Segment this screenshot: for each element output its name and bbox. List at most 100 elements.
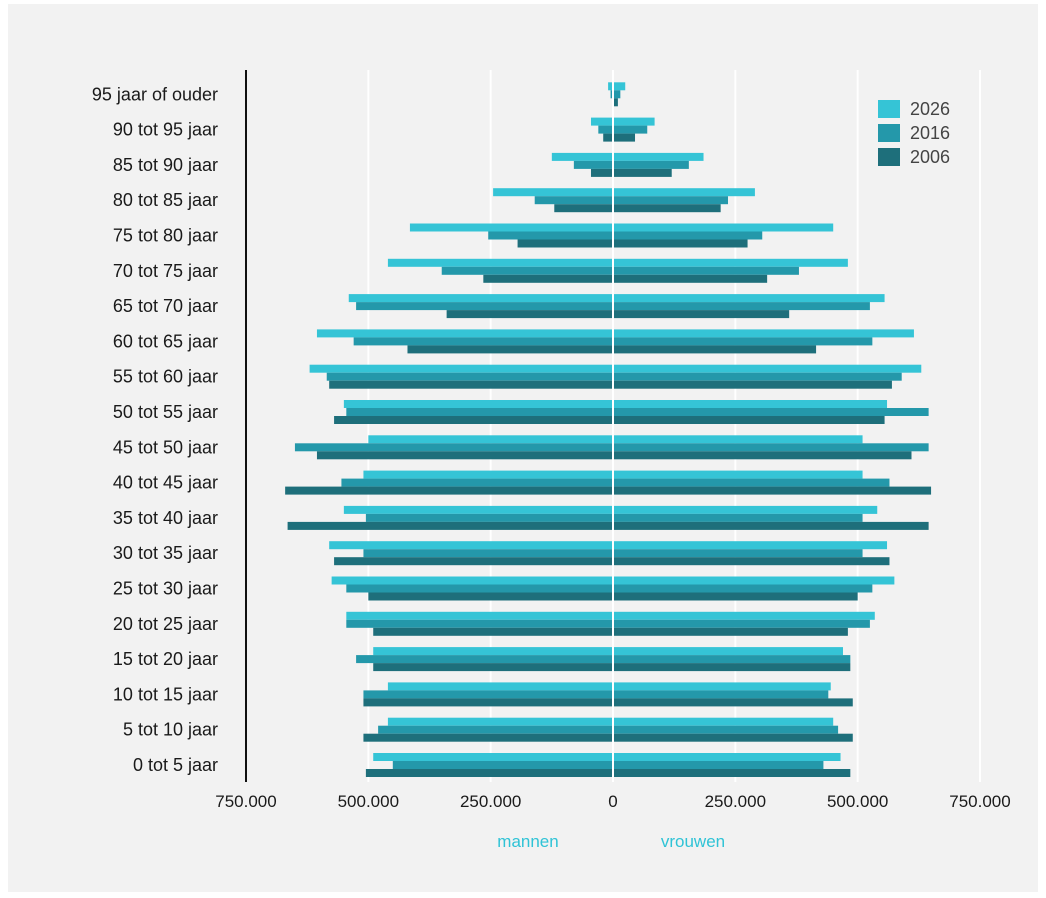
bar-vrouwen-2016 <box>614 478 890 487</box>
bar-mannen-2006 <box>590 168 612 177</box>
bar-vrouwen-2016 <box>614 372 902 381</box>
bar-vrouwen-2006 <box>614 769 851 777</box>
bar-mannen-2026 <box>346 611 612 620</box>
bar-vrouwen-2016 <box>614 90 621 99</box>
bars <box>285 82 932 777</box>
bar-vrouwen-2006 <box>614 310 790 319</box>
category-label: 80 tot 85 jaar <box>113 190 218 210</box>
bar-mannen-2016 <box>488 231 612 240</box>
category-labels: 0 tot 5 jaar 5 tot 10 jaar 10 tot 15 jaar 1… <box>92 84 218 775</box>
bar-mannen-2006 <box>373 627 612 636</box>
bar-vrouwen-2026 <box>614 329 914 338</box>
bar-mannen-2026 <box>373 647 612 656</box>
bar-mannen-2026 <box>387 717 612 726</box>
bar-mannen-2026 <box>493 188 612 197</box>
category-label: 85 tot 90 jaar <box>113 155 218 175</box>
category-label: 25 tot 30 jaar <box>113 579 218 599</box>
bar-vrouwen-2016 <box>614 408 929 416</box>
x-tick-labels: 750.000 500.000 250.000 0 250.000 500.000 750.… <box>215 792 1010 811</box>
bar-vrouwen-2006 <box>614 557 890 566</box>
bar-vrouwen-2016 <box>614 584 873 593</box>
bar-mannen-2006 <box>287 521 612 530</box>
bar-mannen-2016 <box>294 443 612 452</box>
bar-vrouwen-2026 <box>614 647 843 656</box>
category-label: 10 tot 15 jaar <box>113 684 218 704</box>
bar-mannen-2026 <box>387 682 612 691</box>
bar-vrouwen-2026 <box>614 117 655 126</box>
bar-mannen-2026 <box>331 576 612 585</box>
category-label: 30 tot 35 jaar <box>113 543 218 563</box>
x-tick-label: 500.000 <box>827 792 888 811</box>
bar-mannen-2006 <box>329 380 612 389</box>
bar-mannen-2026 <box>329 541 612 550</box>
bar-vrouwen-2006 <box>614 486 932 495</box>
population-pyramid-chart: 0 tot 5 jaar 5 tot 10 jaar 10 tot 15 jaar 1… <box>92 70 1011 851</box>
bar-vrouwen-2016 <box>614 443 929 452</box>
bar-vrouwen-2006 <box>614 698 853 707</box>
bar-vrouwen-2026 <box>614 611 875 620</box>
bar-mannen-2016 <box>365 513 612 522</box>
bar-mannen-2006 <box>407 345 612 354</box>
bar-mannen-2026 <box>387 258 612 267</box>
bar-vrouwen-2026 <box>614 753 841 761</box>
bar-mannen-2016 <box>378 725 612 734</box>
bar-vrouwen-2026 <box>614 294 885 303</box>
bar-vrouwen-2026 <box>614 152 704 161</box>
category-label: 40 tot 45 jaar <box>113 473 218 493</box>
bar-mannen-2016 <box>363 690 612 699</box>
x-tick-label: 750.000 <box>949 792 1010 811</box>
bar-vrouwen-2006 <box>614 416 885 424</box>
category-label: 60 tot 65 jaar <box>113 331 218 351</box>
bar-mannen-2026 <box>343 505 612 514</box>
bar-vrouwen-2016 <box>614 619 870 628</box>
category-label: 75 tot 80 jaar <box>113 226 218 246</box>
bar-mannen-2006 <box>363 733 612 742</box>
category-label: 5 tot 10 jaar <box>123 720 218 740</box>
bar-mannen-2016 <box>441 266 612 275</box>
bar-vrouwen-2006 <box>614 733 853 742</box>
bar-mannen-2006 <box>373 663 612 672</box>
bar-vrouwen-2006 <box>614 133 636 142</box>
category-label: 55 tot 60 jaar <box>113 367 218 387</box>
category-label: 70 tot 75 jaar <box>113 261 218 281</box>
bar-vrouwen-2016 <box>614 761 824 769</box>
x-tick-label: 250.000 <box>705 792 766 811</box>
bar-vrouwen-2006 <box>614 451 912 460</box>
bar-mannen-2006 <box>316 451 612 460</box>
bar-vrouwen-2006 <box>614 521 929 530</box>
category-label: 0 tot 5 jaar <box>133 755 218 775</box>
bar-vrouwen-2006 <box>614 663 851 672</box>
bar-vrouwen-2016 <box>614 196 728 205</box>
bar-mannen-2026 <box>373 753 612 761</box>
bar-vrouwen-2016 <box>614 231 763 240</box>
bar-vrouwen-2006 <box>614 168 672 177</box>
category-label: 20 tot 25 jaar <box>113 614 218 634</box>
bar-vrouwen-2006 <box>614 274 768 283</box>
bar-vrouwen-2006 <box>614 204 721 213</box>
bar-vrouwen-2006 <box>614 592 858 601</box>
category-label: 65 tot 70 jaar <box>113 296 218 316</box>
bar-mannen-2006 <box>285 486 612 495</box>
legend-swatch-2006 <box>878 148 900 166</box>
bar-mannen-2026 <box>368 435 612 444</box>
bar-vrouwen-2016 <box>614 125 648 134</box>
mannen-label: mannen <box>497 832 558 851</box>
bar-mannen-2006 <box>334 416 612 424</box>
bar-vrouwen-2006 <box>614 627 848 636</box>
bar-vrouwen-2026 <box>614 258 848 267</box>
x-tick-label: 500.000 <box>338 792 399 811</box>
bar-vrouwen-2016 <box>614 266 799 275</box>
bar-vrouwen-2026 <box>614 435 863 444</box>
bar-vrouwen-2026 <box>614 576 895 585</box>
bar-mannen-2016 <box>573 160 612 169</box>
bar-mannen-2016 <box>326 372 612 381</box>
bar-vrouwen-2026 <box>614 188 755 197</box>
bar-mannen-2016 <box>363 549 612 558</box>
bar-vrouwen-2016 <box>614 160 689 169</box>
bar-mannen-2016 <box>610 90 612 99</box>
bar-mannen-2026 <box>309 364 612 373</box>
bar-mannen-2016 <box>346 584 612 593</box>
legend: 2026 2016 2006 <box>878 99 950 167</box>
category-label: 15 tot 20 jaar <box>113 649 218 669</box>
bar-mannen-2006 <box>365 769 612 777</box>
